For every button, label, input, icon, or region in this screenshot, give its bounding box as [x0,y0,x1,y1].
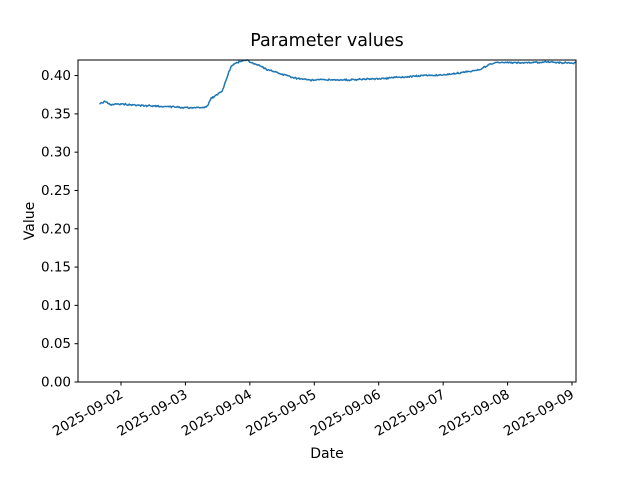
y-tick-label: 0.10 [41,298,71,314]
y-tick-label: 0.00 [41,375,71,391]
x-axis-label: Date [310,446,344,462]
y-tick-label: 0.20 [41,221,71,237]
y-tick-label: 0.05 [41,336,71,352]
plot-frame [77,59,577,383]
y-axis-label: Value [22,201,38,241]
y-tick-label: 0.15 [41,260,71,276]
data-line [99,59,576,110]
y-tick-label: 0.25 [41,183,71,199]
y-tick-label: 0.40 [41,68,71,84]
y-tick-label: 0.30 [41,145,71,161]
y-tick-label: 0.35 [41,106,71,122]
chart-title: Parameter values [250,31,404,51]
